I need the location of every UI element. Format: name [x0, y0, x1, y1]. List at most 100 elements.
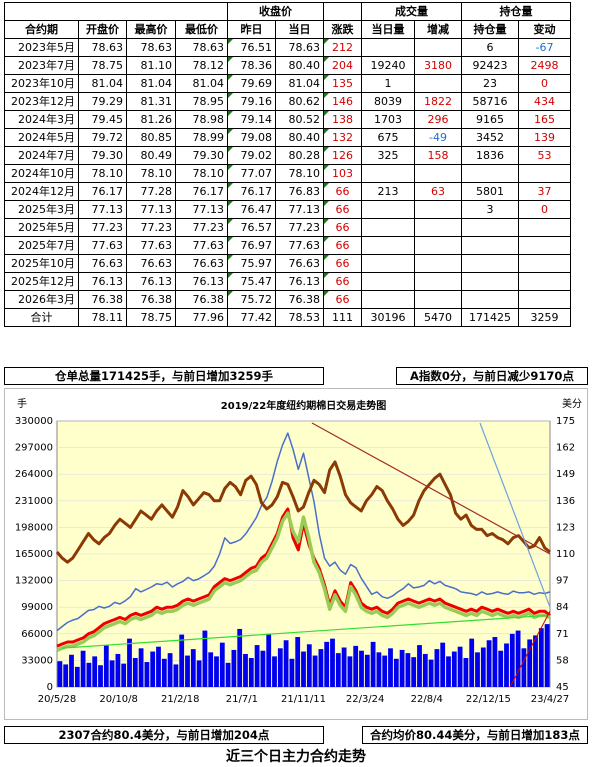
table-cell: 78.10 — [175, 164, 228, 183]
table-cell: 8039 — [361, 92, 415, 111]
table-cell: 1703 — [361, 110, 415, 129]
x-tick-label: 23/4/27 — [531, 694, 570, 705]
volume-bar — [254, 645, 260, 687]
table-cell: 1 — [361, 74, 415, 93]
right-tick-label: 45 — [556, 682, 569, 693]
right-tick-label: 84 — [556, 602, 569, 613]
table-row: 2025年12月 76.13 76.13 76.13 75.47 76.13 66 — [4, 272, 571, 291]
total-cell: 30196 — [361, 308, 415, 327]
total-cell: 171425 — [461, 308, 519, 327]
volume-bar — [225, 662, 231, 687]
group-settle: 收盘价 — [227, 2, 324, 21]
table-cell: 3452 — [461, 128, 519, 147]
table-cell — [518, 236, 571, 255]
table-cell: 103 — [323, 164, 362, 183]
volume-bar — [63, 664, 69, 687]
volume-bar — [428, 659, 434, 687]
table-cell: 78.36 — [227, 56, 276, 75]
left-tick-label: 231000 — [15, 496, 53, 507]
table-cell: 80.52 — [275, 110, 324, 129]
volume-bar — [92, 656, 98, 687]
col-header: 变动 — [518, 20, 571, 39]
volume-bar — [248, 657, 254, 687]
table-cell: 79.29 — [78, 92, 127, 111]
table-row: 2025年5月 77.23 77.23 77.23 76.57 77.23 66 — [4, 218, 571, 237]
volume-bar — [289, 658, 295, 687]
x-tick-label: 21/11/11 — [281, 694, 326, 705]
right-tick-label: 136 — [556, 496, 575, 507]
table-row: 2023年7月 78.75 81.10 78.12 78.36 80.40 204 19240… — [4, 56, 571, 75]
volume-bar — [393, 658, 399, 687]
volume-bar — [237, 628, 243, 687]
volume-bar — [306, 644, 312, 687]
col-header: 当日量 — [361, 20, 415, 39]
table-cell: 76.38 — [175, 290, 228, 309]
table-cell: 76.17 — [175, 182, 228, 201]
volume-bar — [57, 661, 63, 687]
table-cell — [361, 200, 415, 219]
total-cell: 5470 — [414, 308, 462, 327]
table-cell — [414, 200, 462, 219]
table-row: 2025年10月 76.63 76.63 76.63 75.97 76.63 66 — [4, 254, 571, 273]
volume-bar — [475, 652, 480, 687]
table-cell — [361, 290, 415, 309]
table-cell — [361, 218, 415, 237]
table-cell: 213 — [361, 182, 415, 201]
table-cell: 76.17 — [227, 182, 276, 201]
volume-bar — [544, 624, 550, 687]
table-cell: 76.38 — [78, 290, 127, 309]
left-tick-label: 33000 — [21, 655, 53, 666]
col-header: 最低价 — [175, 20, 228, 39]
table-cell: 78.95 — [175, 92, 228, 111]
table-cell — [361, 272, 415, 291]
volume-bar — [144, 662, 150, 687]
volume-bar — [231, 649, 237, 687]
table-cell — [461, 272, 519, 291]
table-cell: 78.63 — [78, 38, 127, 57]
volume-bar — [480, 647, 486, 687]
table-cell: 78.10 — [78, 164, 127, 183]
table-cell: 80.40 — [275, 128, 324, 147]
table-cell: 0 — [518, 74, 571, 93]
col-header: 合约期 — [4, 20, 79, 39]
table-cell: 165 — [518, 110, 571, 129]
table-cell: 2023年10月 — [4, 74, 79, 93]
total-cell: 78.75 — [126, 308, 176, 327]
volume-bar — [446, 656, 451, 687]
volume-bar — [179, 634, 185, 687]
table-cell: 79.14 — [227, 110, 276, 129]
table-cell: 126 — [323, 146, 362, 165]
volume-bar — [318, 649, 324, 687]
table-row: 2024年10月 78.10 78.10 78.10 77.07 78.10 103 — [4, 164, 571, 183]
trend-line-red — [311, 422, 551, 555]
table-cell: 79.02 — [227, 146, 276, 165]
left-tick-label: 297000 — [15, 443, 53, 454]
right-tick-label: 123 — [556, 522, 575, 533]
volume-bar — [214, 656, 219, 687]
table-cell: -49 — [414, 128, 462, 147]
volume-bar — [219, 642, 225, 687]
volume-bar — [260, 650, 266, 687]
table-cell — [461, 254, 519, 273]
price-green-line — [56, 511, 551, 652]
group-header-row: 收盘价 成交量 持仓量 — [4, 2, 571, 21]
table-cell: 9165 — [461, 110, 519, 129]
volume-bar — [266, 633, 272, 687]
volume-bar — [422, 653, 428, 687]
table-cell: 76.38 — [275, 290, 324, 309]
table-cell: 139 — [518, 128, 571, 147]
column-header-row: 合约期 开盘价 最高价 最低价 昨日 当日 涨跌 当日量 增减 持仓量 变动 — [4, 20, 571, 39]
table-cell: 92423 — [461, 56, 519, 75]
table-cell: 204 — [323, 56, 362, 75]
volume-bar — [335, 653, 341, 687]
col-header: 最高价 — [126, 20, 176, 39]
volume-bar — [405, 653, 411, 687]
table-cell: 76.13 — [126, 272, 176, 291]
volume-bar — [498, 650, 504, 687]
right-tick-label: 149 — [556, 469, 575, 480]
table-cell: 76.63 — [175, 254, 228, 273]
avg-price-box: 合约均价80.44美分，与前日增加183点 — [362, 726, 588, 744]
table-cell: 75.47 — [227, 272, 276, 291]
volume-bar — [347, 656, 353, 687]
table-cell: 79.72 — [78, 128, 127, 147]
